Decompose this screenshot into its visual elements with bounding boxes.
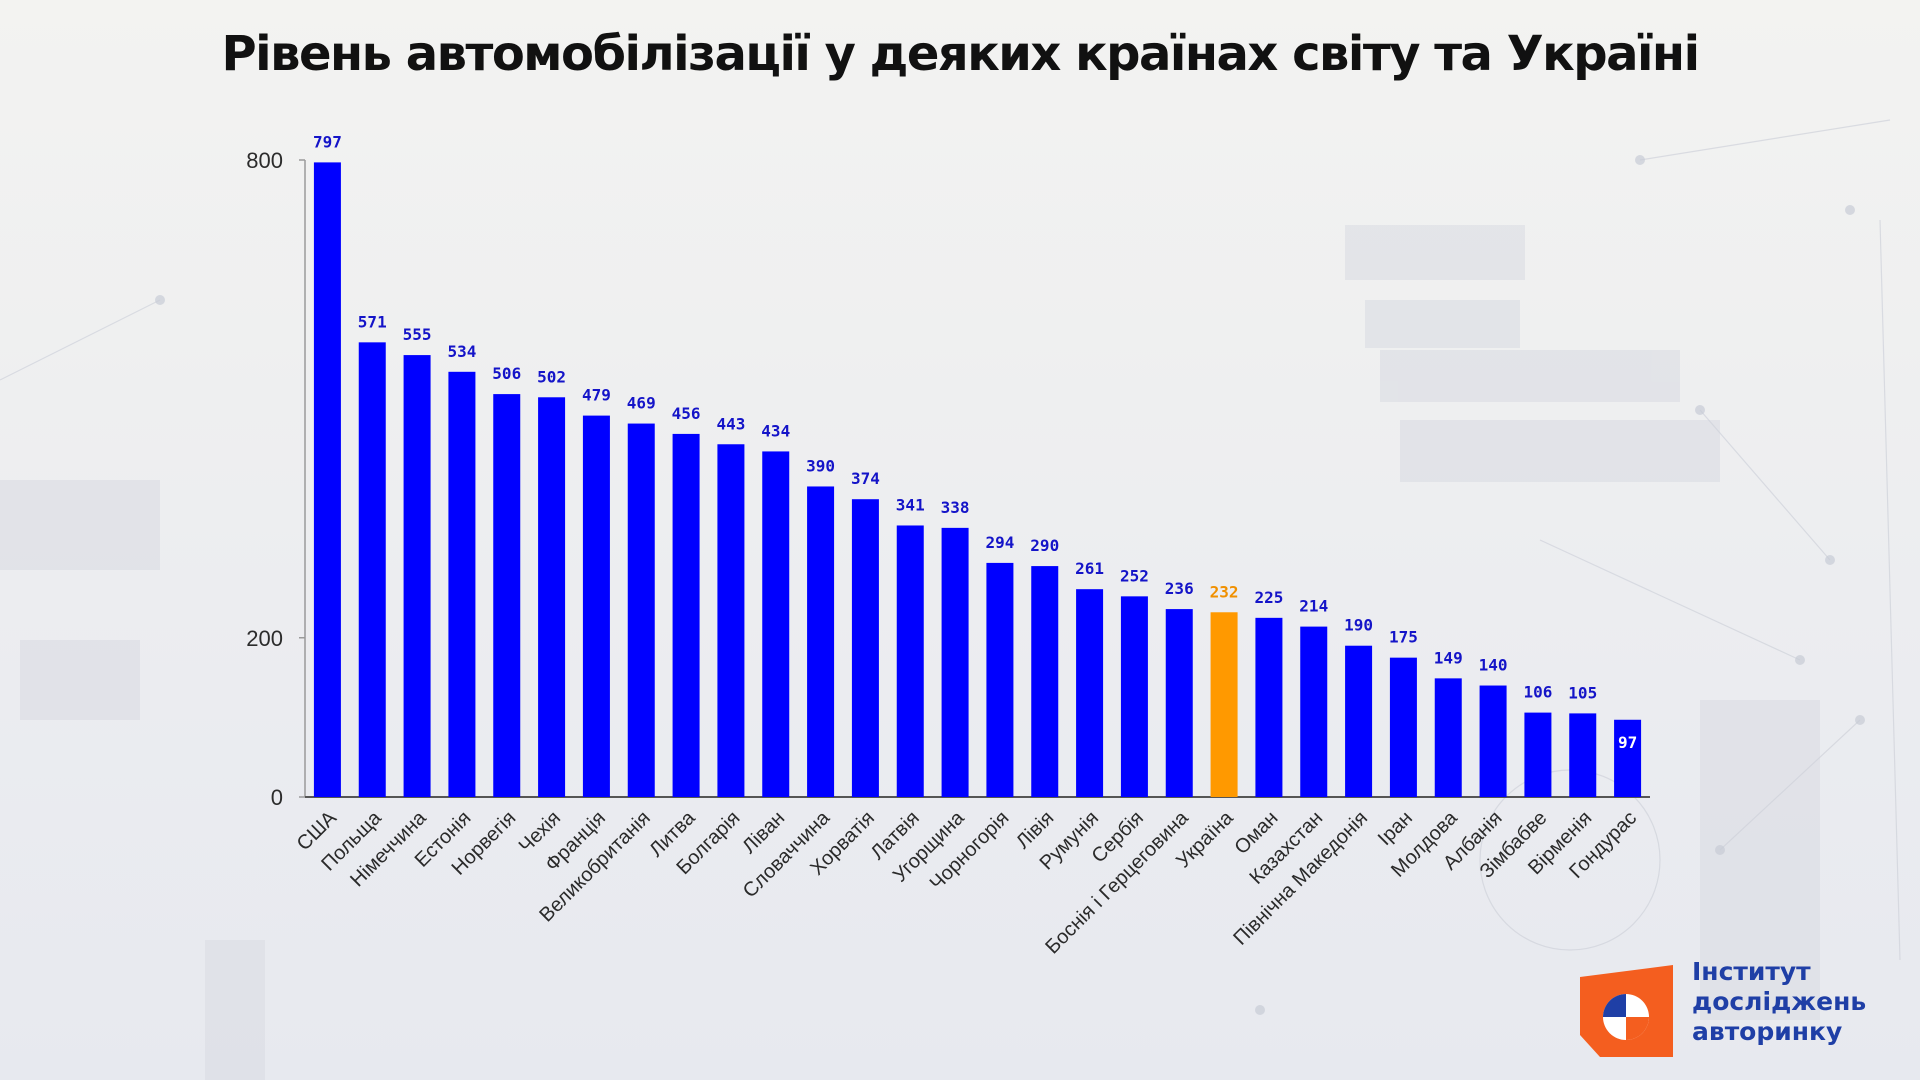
bar [448,371,476,797]
data-label: 390 [806,456,835,475]
bar [1255,617,1283,797]
bar [1345,645,1373,797]
data-label: 502 [537,367,566,386]
data-label: 225 [1254,588,1283,607]
bar [896,525,924,797]
bar [762,451,790,797]
page-title: Рівень автомобілізації у деяких країнах … [221,26,1700,82]
data-label: 261 [1075,559,1104,578]
data-label: 290 [1030,536,1059,555]
bar [851,499,879,797]
bar [1389,657,1417,797]
data-label: 341 [896,495,925,514]
bar [1434,678,1462,797]
institute-logo-text: Інститут досліджень авторинку [1692,957,1866,1047]
bar [1031,566,1059,797]
bar [358,342,386,797]
data-label: 469 [627,394,656,413]
data-label: 97 [1618,733,1637,752]
bar [986,562,1014,797]
data-label: 479 [582,386,611,405]
data-label: 105 [1568,683,1597,702]
y-tick-label: 200 [246,626,283,651]
data-label: 294 [985,533,1014,552]
logo-line-1: Інститут [1692,957,1811,986]
bar [807,486,835,797]
data-label: 190 [1344,616,1373,635]
data-label: 534 [447,342,476,361]
data-label: 506 [492,364,521,383]
bar [1479,685,1507,797]
data-label: 252 [1120,566,1149,585]
bar [1165,609,1193,797]
data-label: 232 [1210,582,1239,601]
bar [717,444,745,797]
data-label: 434 [761,421,790,440]
data-label: 555 [403,325,432,344]
bar [493,394,521,797]
y-tick-label: 0 [271,785,283,810]
data-label: 374 [851,469,880,488]
bar [627,423,655,797]
bar [403,355,431,797]
bar [582,415,610,797]
y-tick-label: 800 [246,148,283,173]
logo-line-3: авторинку [1692,1017,1843,1046]
bar [1569,713,1597,797]
data-label: 443 [716,414,745,433]
bar [313,162,341,798]
bar [1120,596,1148,797]
bar [538,397,566,797]
institute-logo-icon [1580,965,1673,1057]
bar [672,433,700,797]
data-label: 236 [1165,579,1194,598]
bar [1210,612,1238,797]
data-label: 797 [313,132,342,151]
data-label: 338 [941,498,970,517]
data-label: 175 [1389,628,1418,647]
bar [1076,589,1104,797]
data-label: 214 [1299,597,1328,616]
bar [1524,712,1552,797]
data-label: 571 [358,312,387,331]
data-label: 149 [1434,648,1463,667]
bar [1614,719,1642,797]
logo-line-2: досліджень [1692,987,1867,1016]
data-label: 456 [672,404,701,423]
bar [1300,626,1328,797]
bar [941,527,969,797]
data-label: 106 [1523,683,1552,702]
data-label: 140 [1479,656,1508,675]
